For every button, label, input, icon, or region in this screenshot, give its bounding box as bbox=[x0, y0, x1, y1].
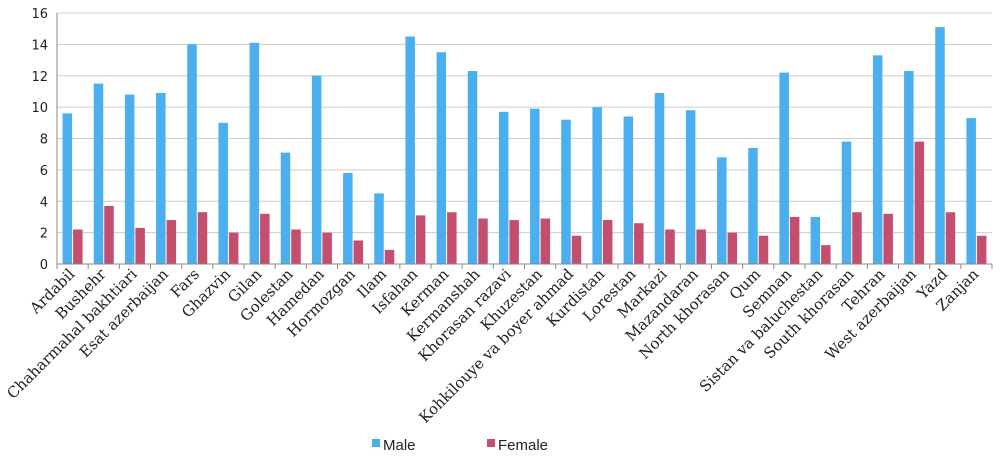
bar-male bbox=[405, 36, 415, 264]
bar-female bbox=[166, 220, 177, 264]
bar-male bbox=[872, 55, 883, 265]
y-tick-label: 14 bbox=[31, 38, 48, 53]
bar-male bbox=[748, 147, 758, 264]
y-tick-label: 0 bbox=[40, 258, 48, 273]
bar-male bbox=[841, 141, 852, 264]
bar-male bbox=[561, 119, 571, 264]
bar-male bbox=[717, 157, 727, 264]
bar-female bbox=[228, 232, 239, 264]
bar-female bbox=[509, 220, 519, 264]
legend-label-female: Female bbox=[498, 437, 548, 454]
bar-female bbox=[540, 218, 551, 264]
bar-male bbox=[904, 71, 914, 264]
bar-male bbox=[810, 216, 821, 264]
y-tick-label: 2 bbox=[40, 227, 48, 242]
y-tick-label: 6 bbox=[40, 164, 48, 179]
y-tick-label: 10 bbox=[31, 101, 48, 116]
x-tick-label: Chaharmahal bakhtiari bbox=[3, 265, 140, 402]
bar-male bbox=[280, 152, 291, 264]
bar-female bbox=[634, 223, 644, 264]
bar-female bbox=[384, 249, 395, 264]
bar-female bbox=[914, 141, 925, 264]
bar-male bbox=[374, 193, 384, 264]
legend: Male Female bbox=[372, 437, 548, 454]
bar-male bbox=[218, 122, 228, 264]
bar-female bbox=[197, 212, 208, 264]
legend-swatch-male bbox=[372, 439, 380, 447]
y-tick-label: 8 bbox=[40, 133, 48, 148]
legend-swatch-female bbox=[487, 439, 495, 447]
bar-female bbox=[789, 216, 800, 264]
bar-female bbox=[353, 240, 364, 264]
bar-male bbox=[156, 93, 166, 264]
y-tick-label: 4 bbox=[40, 195, 48, 210]
bar-female bbox=[322, 232, 332, 264]
y-tick-label: 16 bbox=[31, 7, 48, 22]
bar-female bbox=[758, 235, 769, 264]
bar-female bbox=[976, 235, 987, 264]
bar-female bbox=[104, 205, 114, 264]
bar-male bbox=[654, 93, 665, 264]
bar-male bbox=[966, 118, 976, 264]
bar-female bbox=[478, 218, 488, 264]
grid-layer bbox=[57, 12, 992, 234]
legend-label-male: Male bbox=[383, 437, 416, 454]
bar-female bbox=[602, 220, 613, 264]
bar-male bbox=[498, 111, 509, 264]
bar-male bbox=[187, 44, 197, 264]
bar-female bbox=[571, 235, 582, 264]
bar-male bbox=[62, 113, 73, 265]
bars-layer bbox=[62, 27, 987, 265]
bar-female bbox=[291, 229, 301, 264]
bar-male bbox=[436, 52, 447, 264]
bar-female bbox=[852, 212, 862, 264]
bar-male bbox=[93, 83, 104, 264]
bar-male bbox=[623, 116, 634, 264]
bar-female bbox=[260, 213, 270, 264]
bar-female bbox=[415, 215, 426, 264]
bar-male bbox=[249, 42, 260, 265]
axis-layer bbox=[56, 13, 993, 269]
bar-female bbox=[945, 212, 956, 264]
bar-female bbox=[447, 212, 457, 264]
bar-female bbox=[727, 232, 738, 264]
bar-male bbox=[311, 75, 322, 264]
bar-male bbox=[124, 94, 135, 264]
bar-male bbox=[343, 173, 353, 264]
bar-male bbox=[530, 108, 540, 264]
bar-male bbox=[592, 107, 602, 264]
bar-male bbox=[935, 27, 945, 265]
bar-male bbox=[467, 71, 478, 264]
bar-female bbox=[73, 229, 83, 264]
bar-female bbox=[665, 229, 675, 264]
bar-female bbox=[696, 229, 706, 264]
bar-female bbox=[821, 245, 831, 264]
y-tick-label: 12 bbox=[31, 70, 48, 85]
bar-female bbox=[883, 213, 893, 264]
bar-female bbox=[135, 227, 145, 264]
bar-male bbox=[685, 110, 696, 264]
y-tick-labels: 0 2 4 6 8 10 12 14 16 bbox=[31, 7, 48, 273]
bar-male bbox=[779, 72, 789, 264]
